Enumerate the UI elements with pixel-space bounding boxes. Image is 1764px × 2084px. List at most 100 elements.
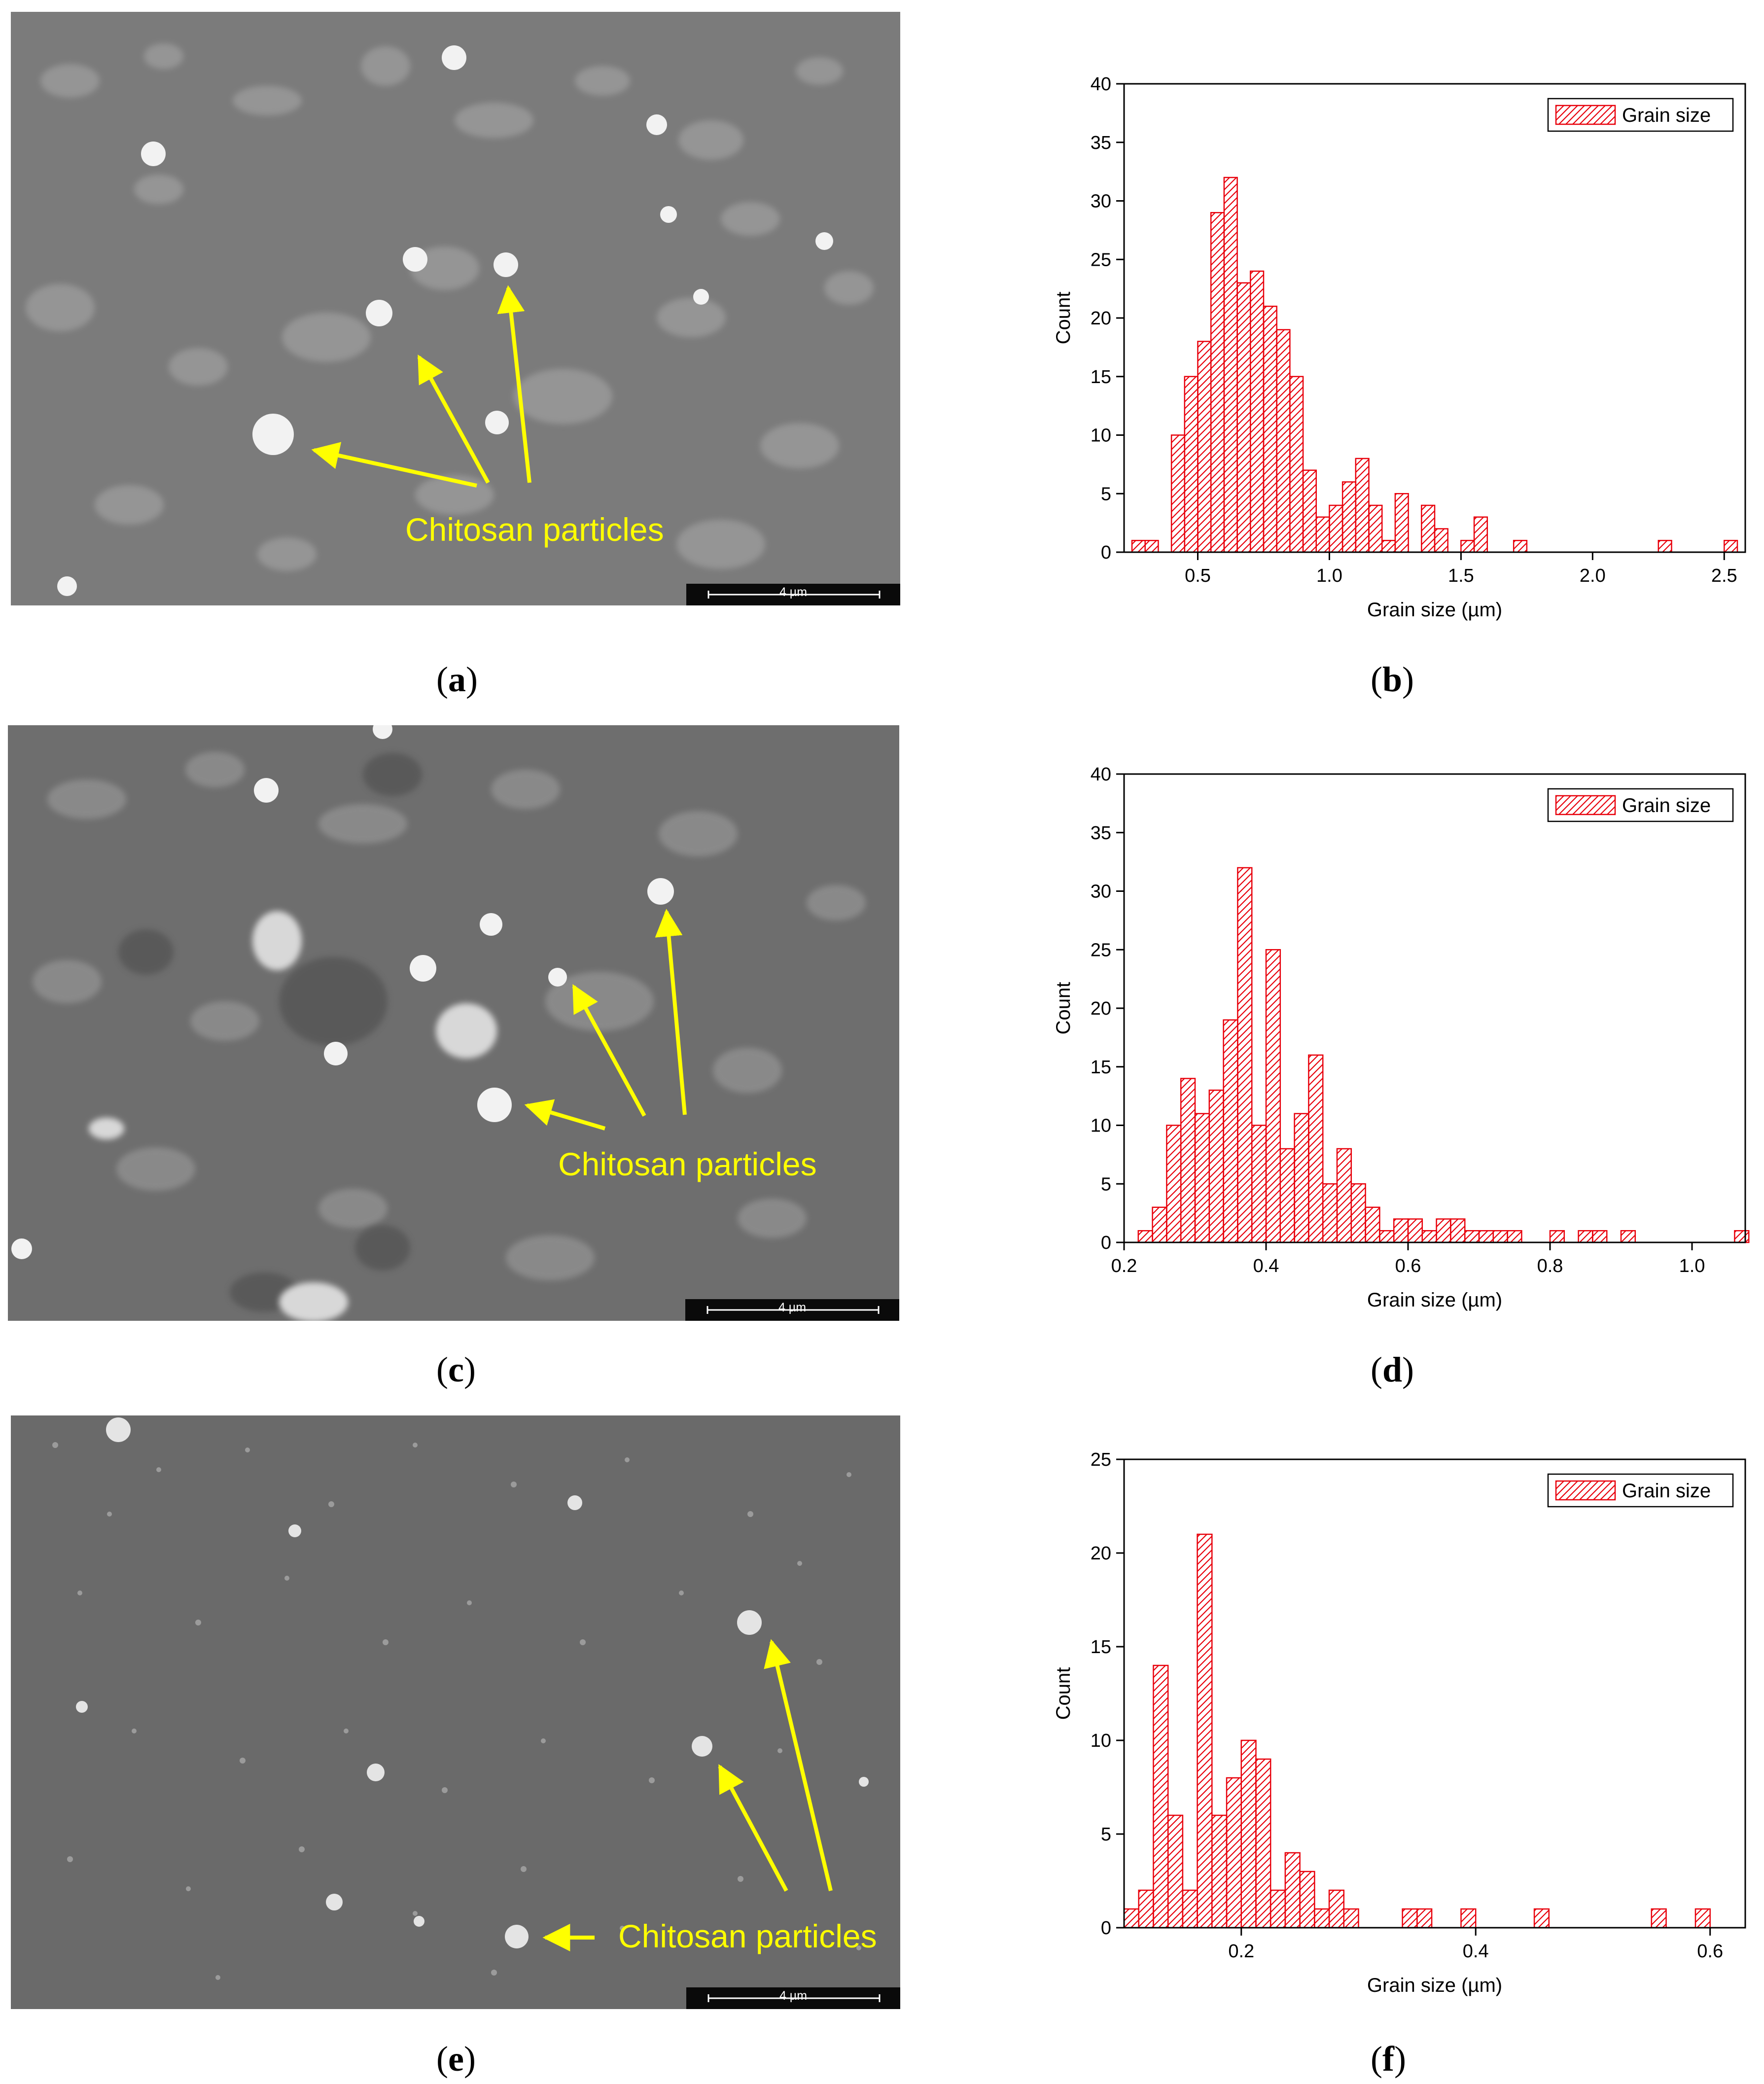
sem-texture-a xyxy=(26,43,874,596)
histogram-bar xyxy=(1328,1889,1345,1929)
x-axis-label: Grain size (µm) xyxy=(1367,599,1502,621)
y-tick-label: 20 xyxy=(1091,998,1111,1019)
histogram-bar xyxy=(1314,1908,1330,1929)
annotation-label: Chitosan particles xyxy=(618,1918,877,1954)
annotation-arrow xyxy=(718,1764,788,1892)
histogram-bar xyxy=(1381,540,1396,553)
scale-bar: 4 µm xyxy=(686,1987,900,2009)
y-tick-label: 30 xyxy=(1091,191,1111,212)
histogram-bar xyxy=(1734,1230,1750,1243)
histogram-bar xyxy=(1533,1908,1550,1929)
plot-frame xyxy=(1123,1458,1746,1929)
histogram-d: 0 5 10 15 20 25 30 35 40 0.2 0.4 0.6 0.8 1.0 Grain siz… xyxy=(1053,764,1750,1311)
legend-label: Grain size xyxy=(1622,1480,1711,1502)
histogram-bar xyxy=(1211,1814,1228,1929)
histogram-bar xyxy=(1315,516,1330,553)
histogram-bar xyxy=(1166,1125,1182,1243)
annotation-arrow xyxy=(417,354,490,484)
histogram-bar xyxy=(1329,504,1343,553)
histogram-bar xyxy=(1194,1113,1210,1243)
panel-label-b: (b) xyxy=(1371,660,1414,699)
histogram-bar xyxy=(1263,306,1277,553)
histogram-bar xyxy=(1473,516,1488,553)
annotation-arrow xyxy=(524,1099,606,1130)
y-axis-label: Count xyxy=(1053,1667,1074,1720)
histogram-bar xyxy=(1265,949,1281,1243)
scale-bar: 4 µm xyxy=(685,1299,899,1321)
histogram-bar xyxy=(1250,270,1265,553)
histogram-bar xyxy=(1350,1183,1366,1243)
x-tick-label: 0.2 xyxy=(1228,1941,1254,1962)
histogram-bar xyxy=(1434,528,1448,553)
annotation-arrow xyxy=(572,984,646,1117)
legend-label: Grain size xyxy=(1622,795,1711,816)
y-tick-label: 15 xyxy=(1091,1057,1111,1078)
histogram-bar xyxy=(1343,1908,1359,1929)
sem-image-c: Chitosan particles 4 µm xyxy=(8,725,899,1321)
histogram-bar xyxy=(1379,1230,1395,1243)
histogram-bar xyxy=(1355,458,1370,553)
histogram-bar xyxy=(1336,1148,1352,1243)
histogram-bar xyxy=(1251,1125,1267,1243)
y-tick-label: 5 xyxy=(1101,1174,1111,1195)
histogram-bar xyxy=(1167,1814,1184,1929)
histogram-bar xyxy=(1592,1230,1608,1243)
annotation-label: Chitosan particles xyxy=(405,511,664,548)
scale-bar: 4 µm xyxy=(686,584,900,605)
scale-bar-label: 4 µm xyxy=(779,585,808,599)
y-tick-label: 10 xyxy=(1091,1731,1111,1751)
x-tick-label: 0.8 xyxy=(1537,1256,1563,1276)
scale-bar-label: 4 µm xyxy=(779,1989,808,2003)
sem-texture-c xyxy=(11,725,866,1321)
panel-label-d: (d) xyxy=(1371,1350,1414,1389)
x-tick-label: 1.0 xyxy=(1679,1256,1705,1276)
y-tick-label: 25 xyxy=(1091,1449,1111,1470)
histogram-bar xyxy=(1394,493,1409,553)
histogram-bar xyxy=(1393,1218,1409,1243)
histogram-bar xyxy=(1137,1230,1153,1243)
histogram-bar xyxy=(1651,1908,1667,1929)
annotation-label: Chitosan particles xyxy=(558,1146,817,1182)
histogram-bar xyxy=(1223,1019,1238,1243)
y-axis-label: Count xyxy=(1053,982,1074,1035)
panel-label-f: (f) xyxy=(1371,2039,1406,2079)
histogram-bar xyxy=(1724,540,1738,553)
histogram-bar xyxy=(1131,540,1146,553)
histogram-bar xyxy=(1170,434,1186,553)
histogram-bar xyxy=(1620,1230,1636,1243)
histogram-bar xyxy=(1365,1206,1380,1243)
histogram-bar xyxy=(1464,1230,1480,1243)
histogram-bar xyxy=(1270,1889,1286,1929)
y-tick-label: 0 xyxy=(1101,542,1111,563)
histogram-bar xyxy=(1421,1230,1437,1243)
histogram-bar xyxy=(1299,1871,1315,1929)
y-tick-label: 5 xyxy=(1101,1824,1111,1845)
histogram-bar xyxy=(1182,1889,1198,1929)
x-tick-label: 0.2 xyxy=(1111,1256,1137,1276)
y-tick-label: 5 xyxy=(1101,484,1111,504)
histogram-bar xyxy=(1407,1218,1423,1243)
histogram-f: 0 5 10 15 20 25 0.2 0.4 0.6 Grain size (µm) Count G… xyxy=(1053,1449,1746,1996)
histogram-bar xyxy=(1197,1533,1213,1929)
legend-swatch xyxy=(1555,795,1616,815)
histogram-bar xyxy=(1450,1218,1466,1243)
histogram-bar xyxy=(1302,469,1317,553)
histogram-bar xyxy=(1578,1230,1593,1243)
annotation-arrow xyxy=(311,442,477,488)
annotation-arrow xyxy=(764,1639,833,1891)
histogram-bar xyxy=(1368,504,1383,553)
y-tick-label: 25 xyxy=(1091,940,1111,960)
legend-label: Grain size xyxy=(1622,105,1711,126)
histogram-bar xyxy=(1513,540,1528,553)
histogram-bar xyxy=(1402,1908,1418,1929)
y-tick-label: 15 xyxy=(1091,367,1111,388)
histogram-bar xyxy=(1123,1908,1139,1929)
histogram-b: 0 5 10 15 20 25 30 35 40 0.5 1.0 1.5 2.0 2.5 Grain siz… xyxy=(1053,74,1746,621)
annotation-arrow xyxy=(497,285,531,483)
x-tick-label: 1.0 xyxy=(1316,565,1342,586)
y-axis-label: Count xyxy=(1053,292,1074,345)
histogram-bar xyxy=(1549,1230,1565,1243)
y-tick-label: 10 xyxy=(1091,425,1111,446)
histogram-bar xyxy=(1236,282,1251,553)
histogram-bar xyxy=(1153,1664,1169,1929)
